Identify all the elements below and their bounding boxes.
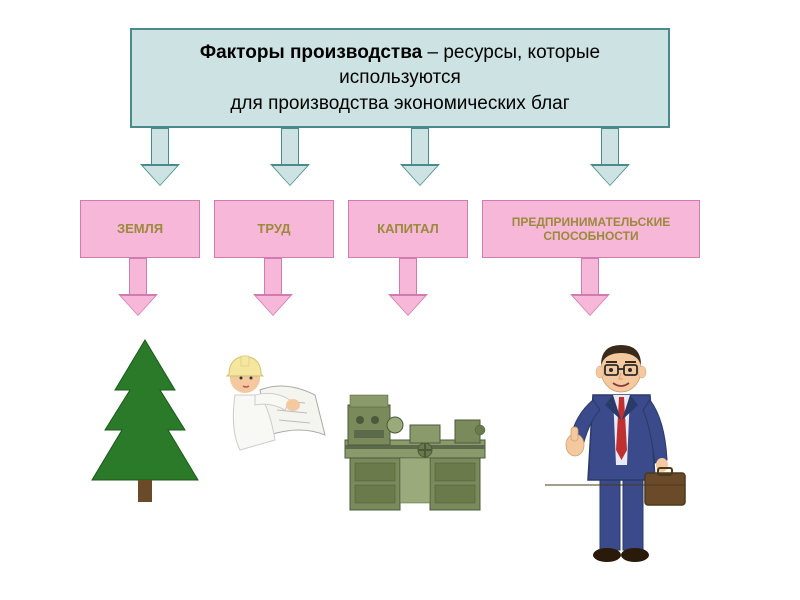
main-definition-text: Факторы производства – ресурсы, которые … xyxy=(152,40,648,117)
arrow-factor-to-icon xyxy=(253,258,293,318)
land-icon xyxy=(80,330,210,510)
factor-box: КАПИТАЛ xyxy=(348,200,468,258)
main-definition-box: Факторы производства – ресурсы, которые … xyxy=(130,28,670,128)
factor-box: ЗЕМЛЯ xyxy=(80,200,200,258)
main-def2: для производства экономических благ xyxy=(230,93,569,114)
factor-box: ПРЕДПРИНИМАТЕЛЬСКИЕ СПОСОБНОСТИ xyxy=(482,200,700,258)
factor-label: ПРЕДПРИНИМАТЕЛЬСКИЕ СПОСОБНОСТИ xyxy=(489,215,693,244)
arrow-main-to-factor xyxy=(140,128,180,188)
arrow-factor-to-icon xyxy=(118,258,158,318)
entrepreneur-icon xyxy=(545,325,695,575)
arrow-main-to-factor xyxy=(590,128,630,188)
labor-icon xyxy=(205,340,345,480)
factor-label: КАПИТАЛ xyxy=(377,221,439,237)
arrow-main-to-factor xyxy=(270,128,310,188)
factor-label: ТРУД xyxy=(257,221,290,237)
main-title: Факторы производства xyxy=(200,42,422,63)
capital-icon xyxy=(330,375,500,525)
factor-box: ТРУД xyxy=(214,200,334,258)
factor-label: ЗЕМЛЯ xyxy=(117,221,163,237)
arrow-factor-to-icon xyxy=(388,258,428,318)
arrow-factor-to-icon xyxy=(570,258,610,318)
arrow-main-to-factor xyxy=(400,128,440,188)
